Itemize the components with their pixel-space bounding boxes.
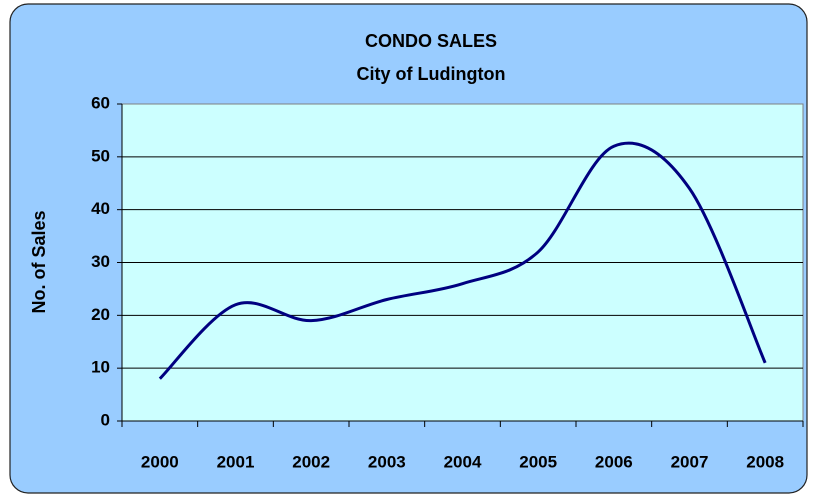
x-tick-label: 2005 <box>519 452 557 471</box>
y-tick-label: 20 <box>91 305 110 324</box>
y-tick-label: 40 <box>91 199 110 218</box>
data-line <box>158 141 767 380</box>
y-tick-label: 0 <box>101 410 110 429</box>
x-tick-label: 2003 <box>368 452 406 471</box>
x-tick-label: 2007 <box>671 452 709 471</box>
y-tick-label: 50 <box>91 146 110 165</box>
x-tick-label: 2002 <box>292 452 330 471</box>
x-tick-label: 2001 <box>217 452 255 471</box>
x-tick-label: 2004 <box>444 452 482 471</box>
chart-subtitle: City of Ludington <box>357 64 506 84</box>
y-tick-label: 60 <box>91 93 110 112</box>
x-tick-label: 2006 <box>595 452 633 471</box>
y-tick-label: 30 <box>91 252 110 271</box>
x-tick-label: 2000 <box>141 452 179 471</box>
y-axis-label: No. of Sales <box>29 210 49 313</box>
chart-title: CONDO SALES <box>365 31 497 51</box>
x-tick-label: 2008 <box>746 452 784 471</box>
y-tick-label: 10 <box>91 358 110 377</box>
